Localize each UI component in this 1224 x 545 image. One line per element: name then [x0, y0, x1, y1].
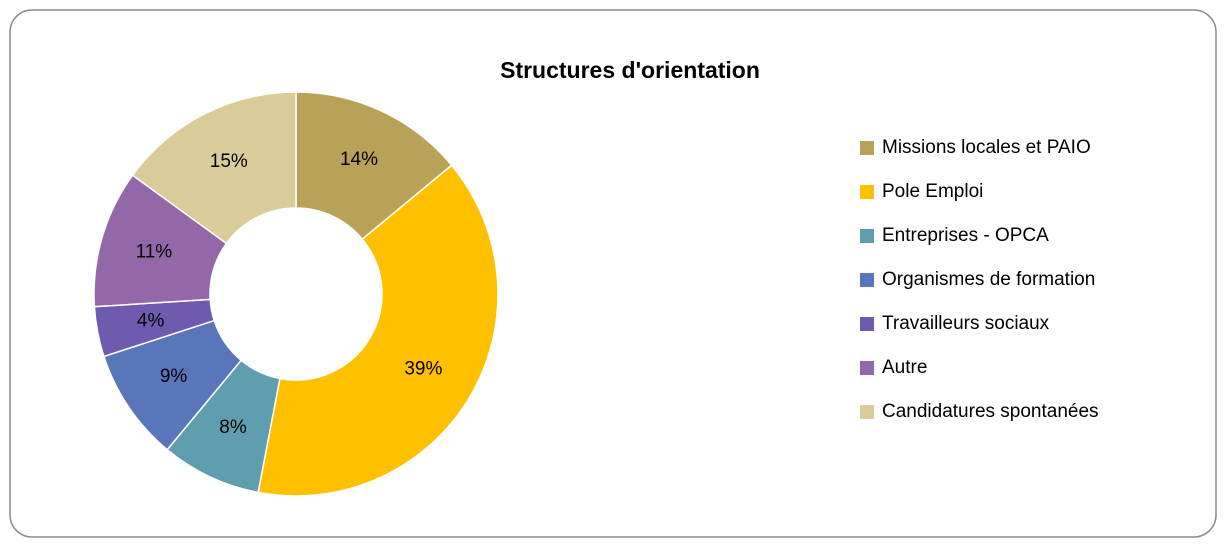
legend-label: Autre — [882, 357, 927, 378]
legend-label: Travailleurs sociaux — [882, 313, 1050, 334]
legend-swatch — [860, 317, 874, 331]
data-label: 4% — [137, 311, 165, 332]
data-label: 11% — [136, 242, 173, 263]
legend-swatch — [860, 185, 874, 199]
donut-slice — [257, 164, 499, 497]
legend-swatch — [860, 361, 874, 375]
donut-slice — [295, 91, 453, 241]
chart-title: Structures d'orientation — [500, 57, 760, 83]
data-label: 15% — [210, 151, 248, 172]
legend-swatch — [860, 405, 874, 419]
data-label: 39% — [404, 358, 442, 379]
legend-label: Entreprises - OPCA — [882, 225, 1049, 246]
legend-label: Pole Emploi — [882, 181, 983, 202]
data-label: 8% — [219, 417, 247, 438]
legend-swatch — [860, 229, 874, 243]
donut-slice — [131, 91, 297, 245]
legend-label: Candidatures spontanées — [882, 401, 1099, 422]
legend-swatch — [860, 141, 874, 155]
legend-label: Missions locales et PAIO — [882, 137, 1091, 158]
data-label: 14% — [340, 149, 378, 170]
data-label: 9% — [160, 366, 188, 387]
legend-swatch — [860, 273, 874, 287]
legend-label: Organismes de formation — [882, 269, 1095, 290]
